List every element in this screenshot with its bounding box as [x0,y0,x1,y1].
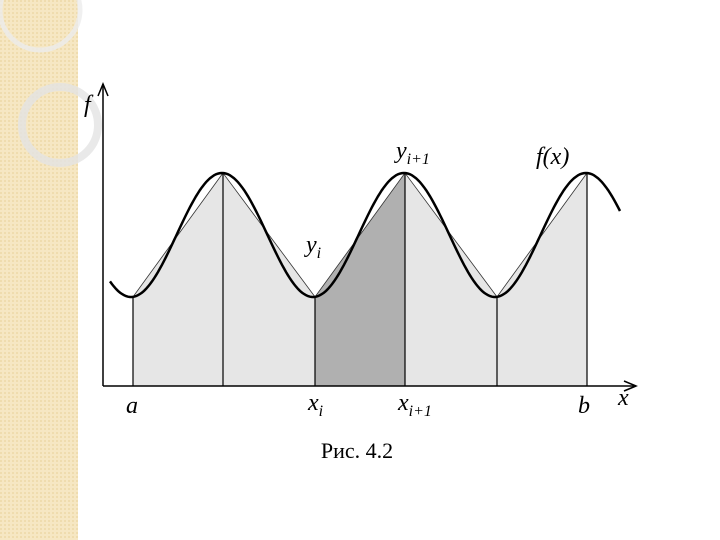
label-base: x [397,390,409,416]
label-base: y [394,138,407,164]
axes [97,82,638,392]
label-base: y [304,232,317,258]
decor-rings [0,0,102,167]
caption: Рис. 4.2 [321,438,393,463]
label-base: x [307,390,319,416]
figure [108,171,622,387]
curve [108,171,622,299]
point-label: yi+1 [394,138,430,168]
trapezoid [496,171,588,387]
trapezoid [222,171,316,387]
point-label: yi [304,232,321,262]
x-label: xi+1 [397,390,432,420]
label-base: a [126,393,138,419]
curve-label: f(x) [536,144,569,170]
label-sub: i [317,245,321,262]
x-label: a [126,393,138,419]
side-stripe [0,0,78,540]
trapezoid [314,171,406,387]
y-axis-label: f [84,92,94,118]
label-base: b [578,393,590,419]
label-sub: i [319,403,323,420]
x-axis-label: x [617,385,629,411]
label-sub: i+1 [407,151,430,168]
trapezoid [404,171,498,387]
x-label: xi [307,390,323,420]
trapezoid [132,171,224,387]
x-label: b [578,393,590,419]
label-sub: i+1 [409,403,432,420]
